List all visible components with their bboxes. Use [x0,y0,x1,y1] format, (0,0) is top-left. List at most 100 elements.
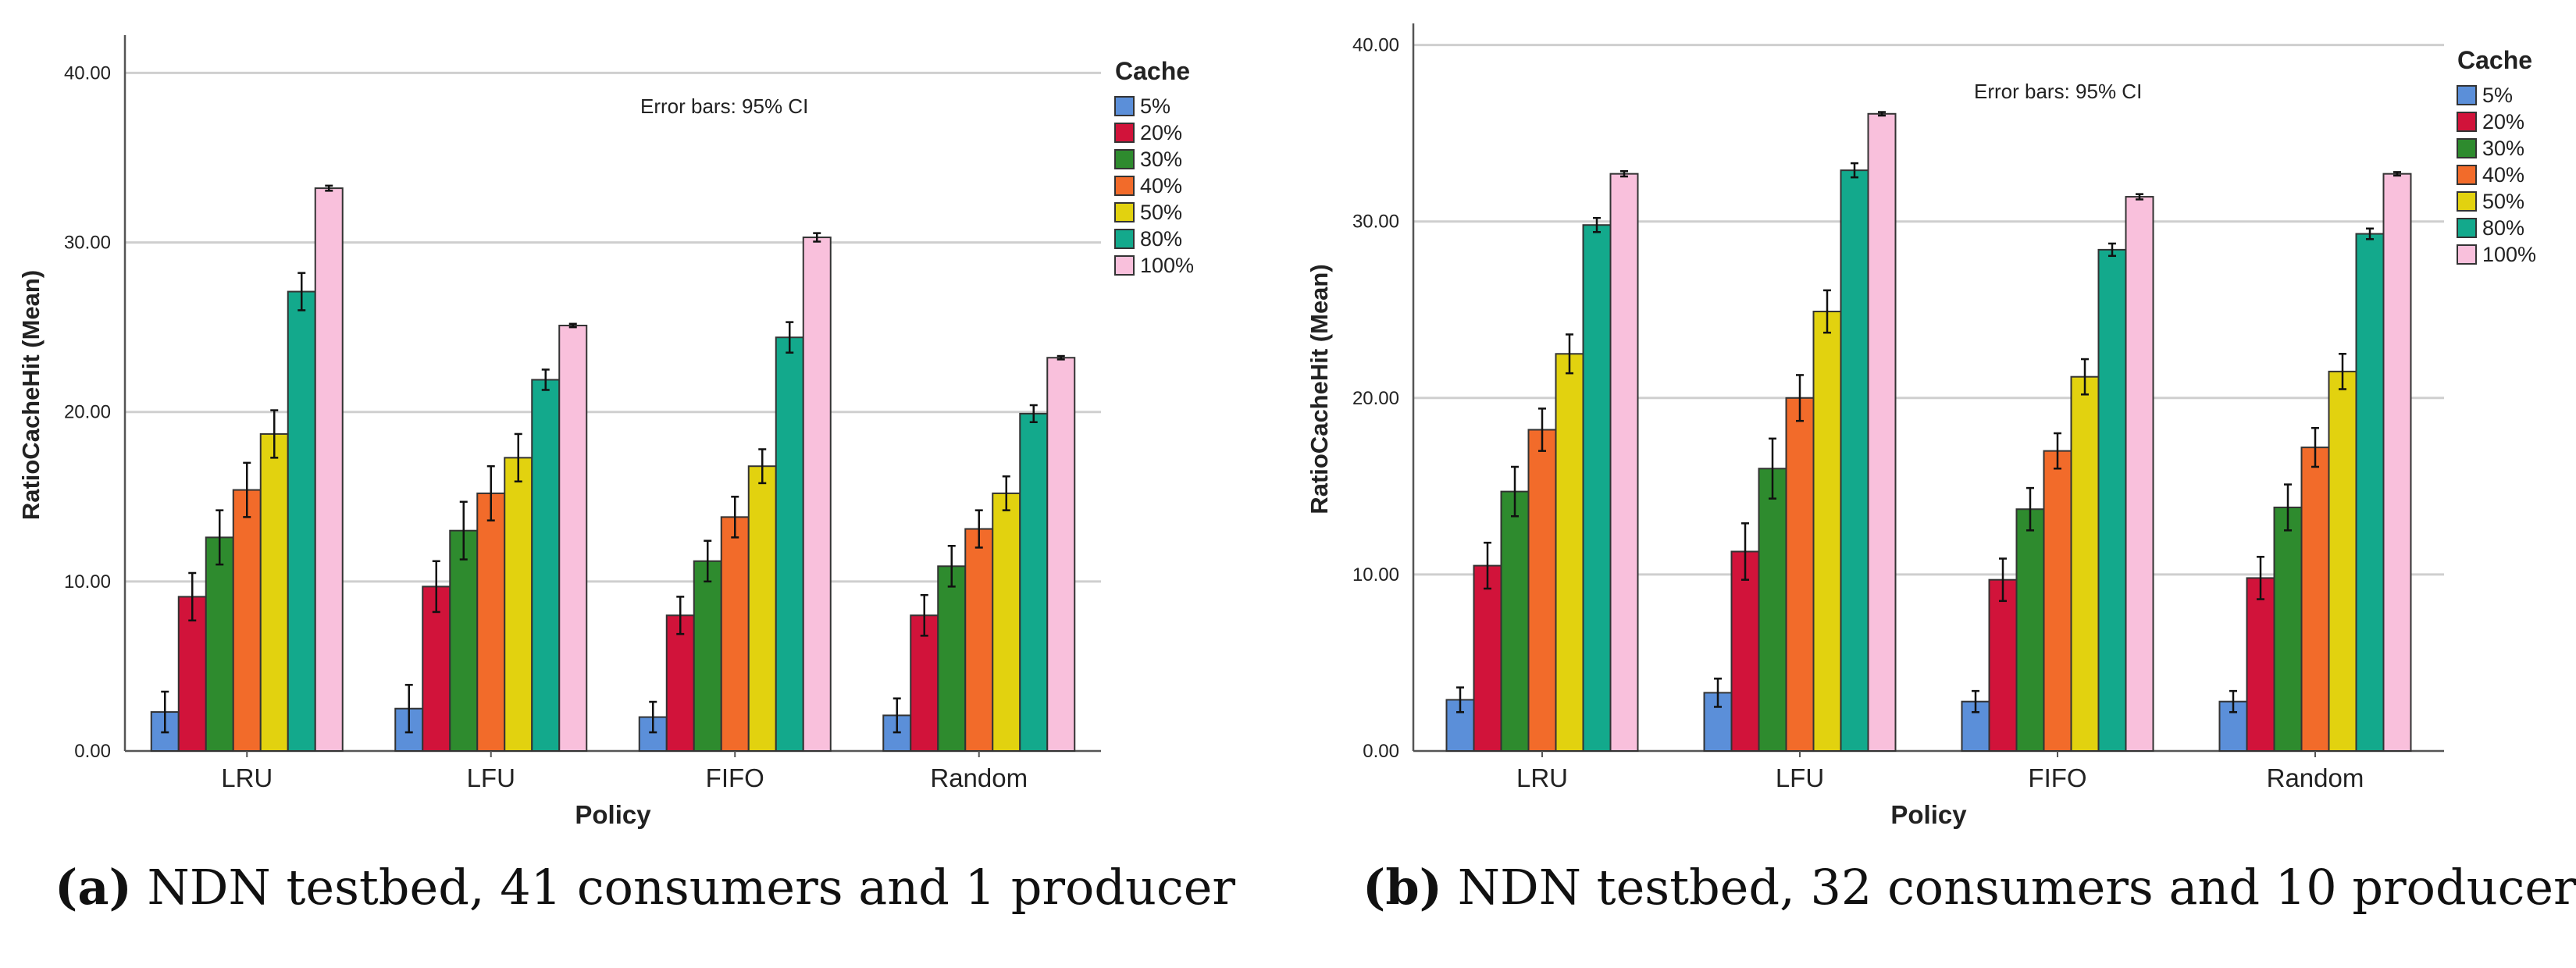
chart-a-legend-label: 5% [1140,94,1170,118]
caption-a-label: (a) [55,859,132,916]
chart-b-bar [1473,564,1502,752]
chart-a-legend-swatch [1114,229,1135,249]
chart-a-legend-swatch [1114,202,1135,222]
chart-b-ytick-label: 30.00 [1352,212,1399,233]
chart-b-xtick-label: FIFO [2028,763,2086,792]
chart-b-bar [2015,508,2045,752]
chart-b-bar [2300,447,2330,752]
chart-b-bar [1703,692,1733,753]
chart-b-legend-label: 50% [2482,190,2524,213]
chart-b-xlabel: Policy [1890,800,1967,829]
chart-a-bar [992,492,1021,752]
chart-b-bar [2246,577,2275,752]
chart-a-bar [1046,357,1076,752]
chart-a-xtick-label: FIFO [706,763,764,792]
chart-a-bar [665,614,695,752]
chart-b-ytick-label: 40.00 [1352,35,1399,56]
caption-b: (b) NDN testbed, 32 consumers and 10 pro… [1363,859,2576,916]
caption-b-label: (b) [1363,859,1443,916]
chart-a-bar [531,379,561,752]
chart-a-bar [259,432,289,752]
chart-b-ylabel: RatioCacheHit (Mean) [1306,264,1333,514]
chart-b-xtick-label: LRU [1516,763,1568,792]
chart-b-bar [1988,578,2018,752]
chart-b-bar [1609,173,1639,753]
chart-b-bar [1758,468,1787,752]
chart-a-legend-label: 50% [1140,201,1182,224]
chart-b-bar [1500,490,1530,752]
chart-b-xtick-label: Random [2267,763,2364,792]
chart-b-legend-label: 5% [2482,84,2513,107]
chart-panel-b: 0.00 10.00 20.00 30.00 40.00 LRU LFU FIFO Random… [1288,0,2576,968]
chart-a-bar [720,516,750,752]
chart-a-bar [504,457,533,752]
chart-a-bar [476,492,506,752]
chart-b-ytick-label: 20.00 [1352,388,1399,409]
chart-b-legend-swatch [2457,191,2477,212]
caption-b-text: NDN testbed, 32 consumers and 10 produce… [1442,859,2576,916]
chart-b-bar [1840,169,1869,752]
chart-a-ytick-label: 20.00 [64,402,111,423]
chart-a-legend-label: 30% [1140,148,1182,171]
chart-a-svg: 0.00 10.00 20.00 30.00 40.00 LRU LFU FIFO Random… [17,35,1194,829]
chart-a-ytick-label: 10.00 [64,571,111,593]
chart-a-legend-title: Cache [1115,57,1190,85]
chart-a-legend-label: 100% [1140,254,1194,277]
chart-a-bar [747,465,777,752]
chart-a-bar [558,324,588,752]
chart-b-legend-swatch [2457,244,2477,265]
chart-b-bar [1527,429,1557,752]
chart-b-bar [1582,224,1612,753]
chart-b-xtick-label: LFU [1776,763,1824,792]
chart-a-legend-label: 80% [1140,227,1182,251]
chart-b-bar [2125,196,2154,753]
chart-a-legend-swatch [1114,123,1135,143]
chart-a-ytick-label: 30.00 [64,233,111,254]
chart-b-bar [1555,353,1584,752]
chart-b-bar [1730,550,1760,753]
chart-b-legend-swatch [2457,138,2477,158]
chart-b-bar [1785,397,1815,752]
chart-a-bar [449,529,479,752]
chart-a-bar [937,565,967,752]
chart-a-bar [232,489,262,752]
chart-b-legend-label: 20% [2482,110,2524,133]
chart-a-ytick-label: 40.00 [64,62,111,84]
chart-a-annotation: Error bars: 95% CI [640,94,808,118]
chart-a-legend-swatch [1114,149,1135,169]
chart-b-bar [2328,370,2357,752]
caption-a: (a) NDN testbed, 41 consumers and 1 prod… [55,859,1235,916]
chart-b-bar [2382,173,2412,753]
chart-a-bar [205,536,234,753]
chart-a-legend-swatch [1114,176,1135,196]
chart-b-legend-swatch [2457,112,2477,132]
chart-b-bar [2070,375,2100,752]
chart-a-bar [802,237,832,752]
chart-b-legend-label: 30% [2482,137,2524,160]
chart-a-xtick-label: Random [930,763,1028,792]
chart-a-legend-swatch [1114,96,1135,116]
caption-a-text: NDN testbed, 41 consumers and 1 producer [131,859,1236,916]
chart-b-ytick-label: 0.00 [1363,741,1399,762]
chart-b-legend-swatch [2457,165,2477,185]
chart-a-bar [775,336,804,752]
chart-a-bar [177,596,207,753]
chart-a-bar [1019,412,1049,753]
chart-a-legend-swatch [1114,255,1135,276]
chart-b-bar [2043,450,2072,752]
chart-b-annotation: Error bars: 95% CI [1974,80,2142,103]
chart-b-legend-swatch [2457,85,2477,105]
chart-a-legend-label: 20% [1140,121,1182,144]
chart-a-bar [287,290,316,752]
chart-a-legend-label: 40% [1140,174,1182,198]
chart-a-xtick-label: LFU [467,763,515,792]
chart-a-xlabel: Policy [575,800,651,829]
chart-b-bar [1867,112,1897,753]
chart-a-bar [314,187,344,753]
chart-a-ylabel: RatioCacheHit (Mean) [17,270,45,520]
chart-b-bar [2097,248,2127,752]
chart-b-legend-title: Cache [2457,46,2532,74]
chart-a-ytick-label: 0.00 [74,741,111,762]
chart-b-bar [2355,233,2385,753]
chart-b-bar [2273,506,2303,752]
